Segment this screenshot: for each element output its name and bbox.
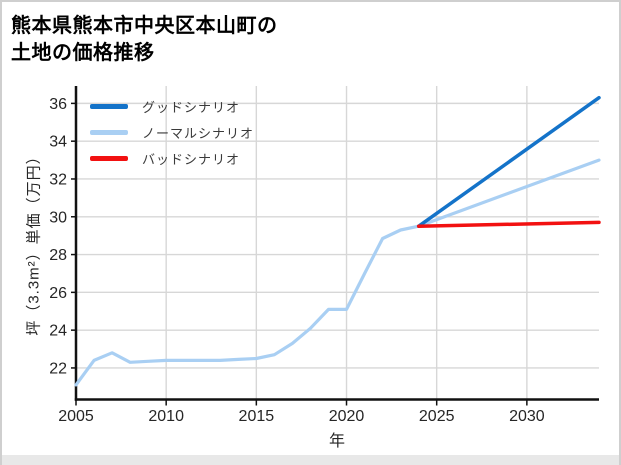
legend-label-normal-scenario: ノーマルシナリオ <box>142 125 255 141</box>
y-axis-title: 坪（3.3m²）単価（万円） <box>25 148 43 336</box>
page-title-line1: 熊本県熊本市中央区本山町の <box>11 15 278 37</box>
svg-text:2025: 2025 <box>419 408 455 425</box>
page-title-line2: 土地の価格推移 <box>11 42 155 64</box>
svg-text:2020: 2020 <box>329 408 365 425</box>
x-axis-title: 年 <box>328 433 346 450</box>
svg-text:34: 34 <box>49 134 67 151</box>
page-title: 熊本県熊本市中央区本山町の 土地の価格推移 <box>11 13 278 67</box>
normal-scenario-line-swatch <box>90 129 128 135</box>
svg-text:32: 32 <box>49 171 67 188</box>
svg-text:2005: 2005 <box>58 408 94 425</box>
legend-item-good-scenario: グッドシナリオ <box>90 93 254 119</box>
svg-text:2010: 2010 <box>148 408 184 425</box>
svg-text:36: 36 <box>49 96 67 113</box>
svg-text:24: 24 <box>49 323 67 340</box>
legend-label-bad-scenario: バッドシナリオ <box>142 151 241 167</box>
svg-text:28: 28 <box>49 247 67 264</box>
chart-legend: グッドシナリオ ノーマルシナリオ バッドシナリオ <box>90 93 254 171</box>
svg-text:26: 26 <box>49 285 67 302</box>
svg-text:2015: 2015 <box>239 408 275 425</box>
svg-text:22: 22 <box>49 360 67 377</box>
svg-text:30: 30 <box>49 209 67 226</box>
bad-scenario-line-swatch <box>90 155 128 161</box>
svg-text:2030: 2030 <box>509 408 545 425</box>
legend-label-good-scenario: グッドシナリオ <box>142 99 241 115</box>
legend-item-bad-scenario: バッドシナリオ <box>90 145 254 171</box>
legend-item-normal-scenario: ノーマルシナリオ <box>90 119 254 145</box>
page-bottom-strip <box>2 455 619 465</box>
good-scenario-line-swatch <box>90 103 128 109</box>
